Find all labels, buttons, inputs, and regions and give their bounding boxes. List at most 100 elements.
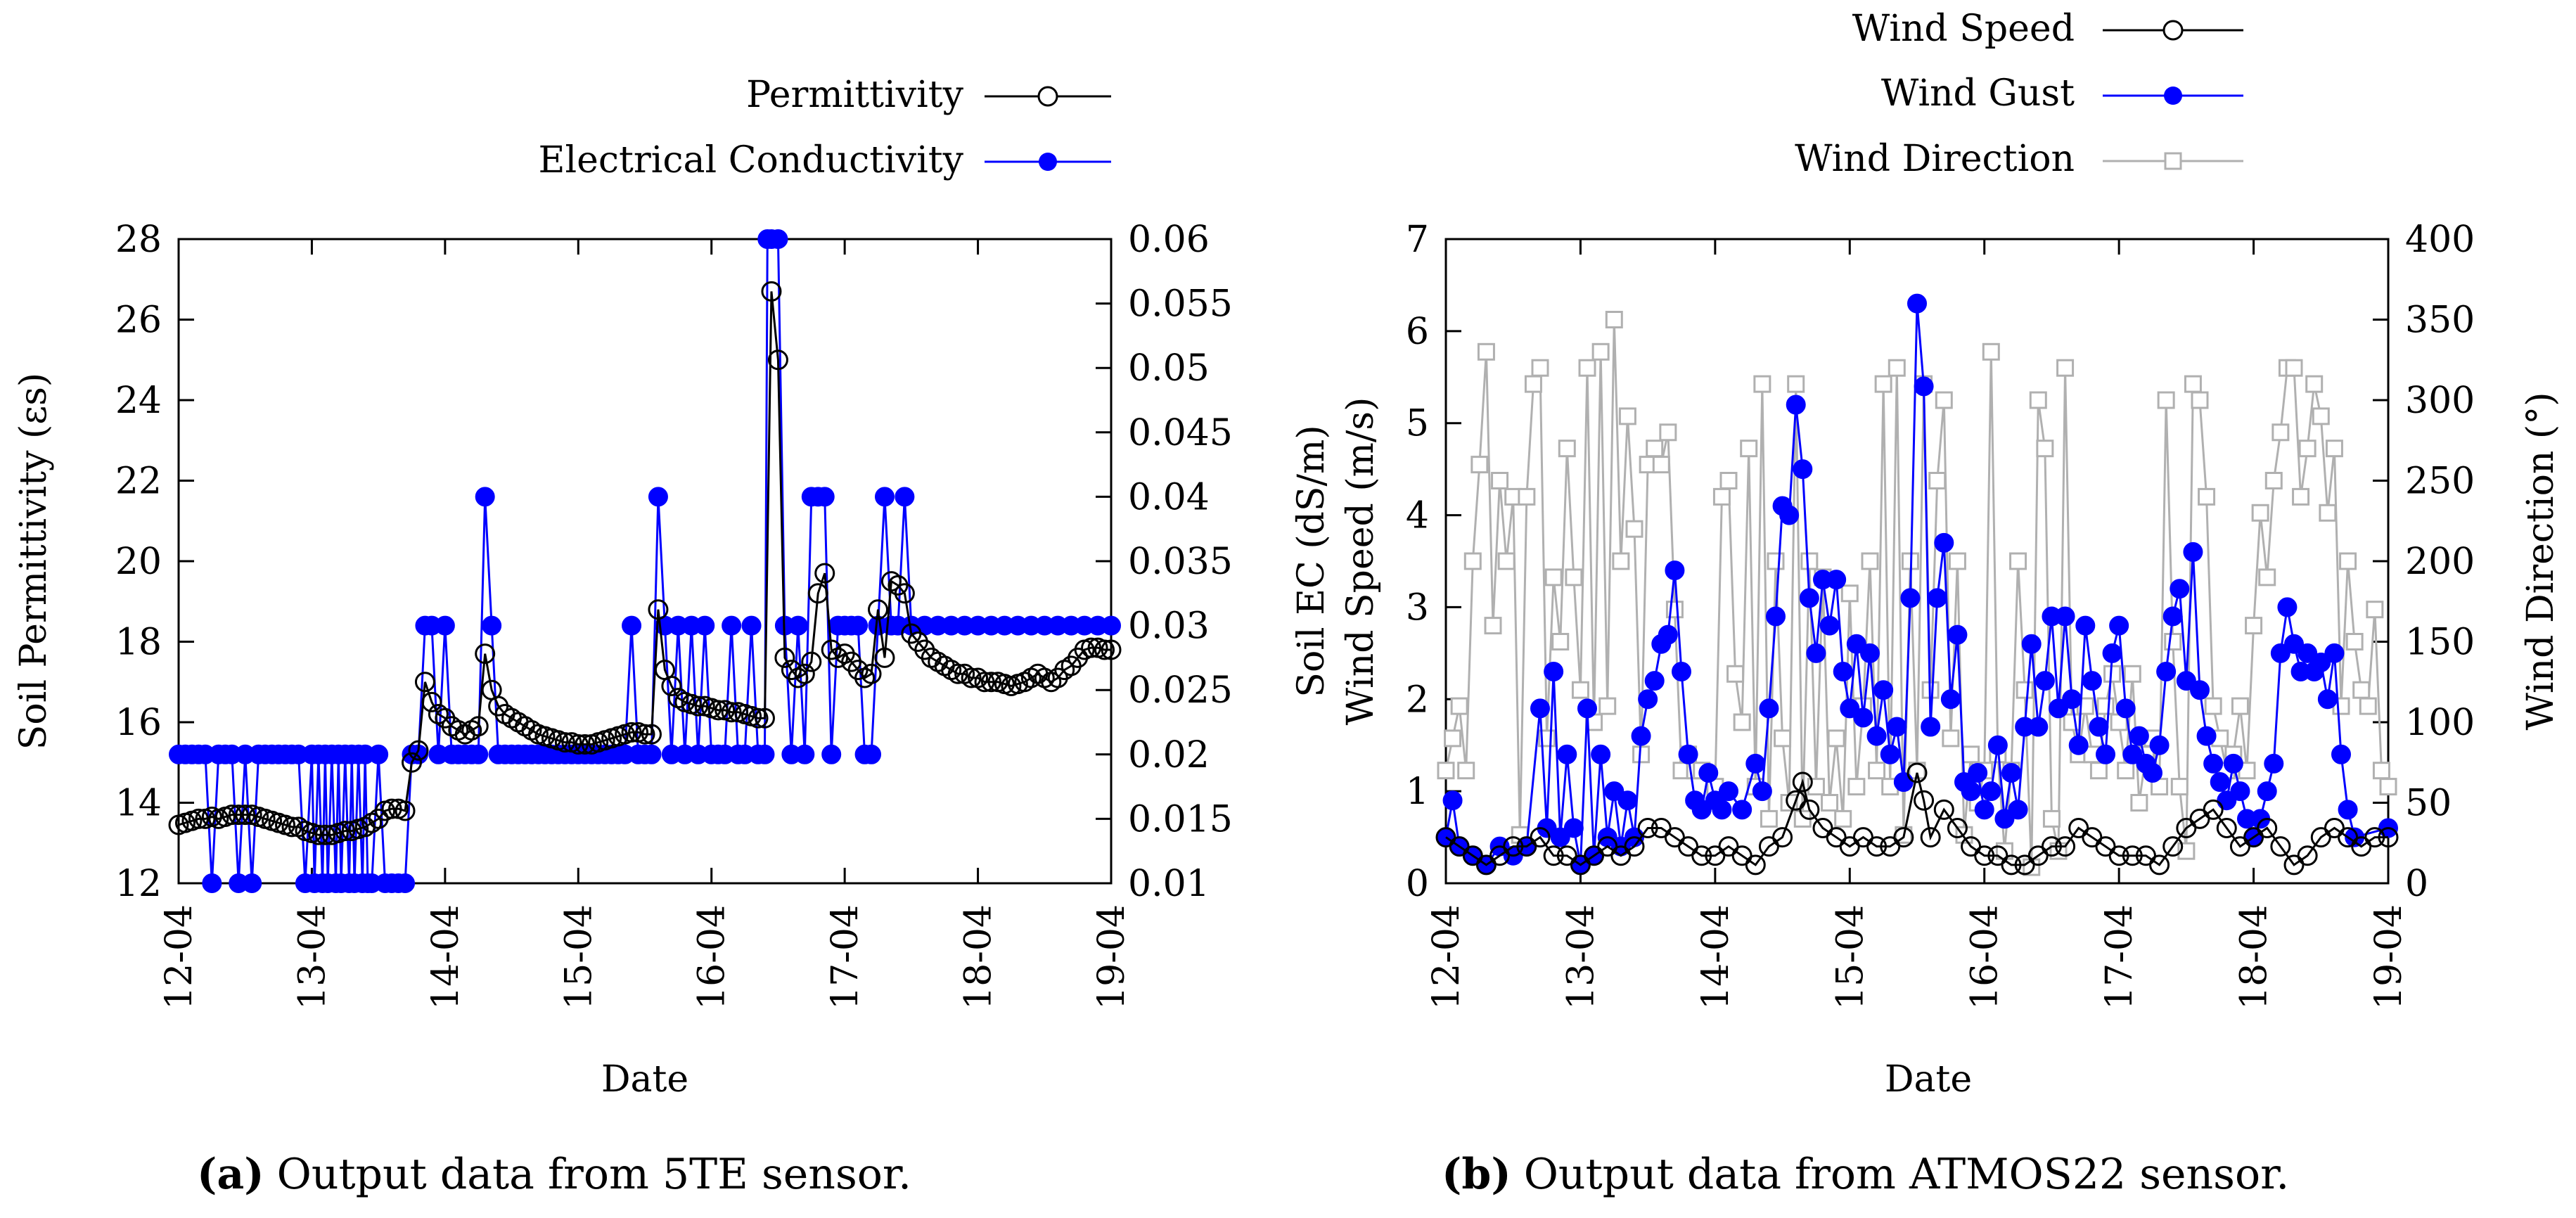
chart-b-point-wind-gust [2162, 606, 2183, 627]
chart-b-point-wind-gust [2008, 800, 2028, 820]
chart-b-point-wind-gust [1530, 698, 1550, 719]
chart-a-point-electrical-conductivity [475, 487, 495, 507]
chart-b-point-wind-direction [1477, 342, 1495, 361]
chart-a-point-electrical-conductivity [741, 615, 762, 636]
chart-b-caption-text: Output data from ATMOS22 sensor. [1524, 1150, 2290, 1199]
chart-b-point-wind-gust [2230, 781, 2250, 802]
chart-a-series-line-electrical-conductivity [179, 238, 1111, 885]
chart-a-point-permittivity [754, 707, 775, 729]
chart-b-point-wind-direction [1861, 552, 1879, 570]
chart-a-point-permittivity [621, 722, 642, 743]
chart-b-point-wind-gust [1846, 634, 1866, 654]
chart-b-point-wind-direction [2117, 762, 2135, 780]
chart-b-point-wind-direction [1437, 762, 1455, 780]
chart-b-point-wind-gust [1577, 698, 1597, 719]
chart-b-point-wind-gust [1544, 662, 1564, 682]
chart-b-point-wind-gust [2176, 671, 2196, 691]
chart-a-ylabel-right: Soil EC (dS/m) [1290, 425, 1333, 697]
chart-b-point-wind-gust [1759, 698, 1779, 719]
chart-a-point-electrical-conductivity [202, 873, 222, 893]
chart-a-point-permittivity [335, 821, 356, 842]
chart-b-point-wind-speed [2122, 845, 2143, 866]
chart-a-point-electrical-conductivity [641, 744, 662, 764]
chart-b-point-wind-direction [1646, 440, 1664, 458]
chart-b-point-wind-direction [2029, 391, 2047, 409]
chart-b-xtick-label: 15-04 [1829, 904, 1871, 1010]
chart-b-point-wind-gust [1994, 809, 2015, 829]
chart-b-ytick-left-label: 1 [1406, 771, 1429, 813]
chart-b-point-wind-gust [1766, 606, 1786, 627]
chart-b-ytick-left-label: 3 [1406, 586, 1429, 629]
chart-a-point-permittivity [554, 732, 575, 753]
chart-b-point-wind-gust [2203, 753, 2224, 774]
chart-b-point-wind-direction [1840, 584, 1859, 603]
chart-b-legend-marker-wind-direction [2164, 152, 2182, 170]
chart-b-ytick-right-label: 300 [2405, 380, 2475, 422]
chart-a-point-permittivity [575, 733, 596, 755]
chart-b-point-wind-gust [2324, 643, 2345, 663]
chart-a-point-electrical-conductivity [814, 487, 835, 507]
chart-b-xtick-label: 14-04 [1695, 904, 1737, 1010]
chart-b-point-wind-direction [1740, 440, 1758, 458]
chart-b-point-wind-speed [1503, 836, 1524, 857]
chart-a-xtick-label: 19-04 [1091, 904, 1133, 1010]
chart-a-ylabel-left: Soil Permittivity (εs) [13, 373, 55, 750]
chart-a-point-permittivity [861, 663, 882, 684]
chart-a-xlabel: Date [601, 1058, 688, 1101]
chart-b-point-wind-gust [2115, 698, 2136, 719]
chart-b-point-wind-direction [2366, 601, 2384, 619]
chart-a-point-electrical-conductivity [435, 615, 455, 636]
chart-a-point-electrical-conductivity [648, 487, 668, 507]
chart-b-point-wind-speed [2270, 836, 2291, 857]
chart-a-ytick-right-label: 0.025 [1128, 669, 1233, 712]
chart-b-point-wind-speed [1691, 845, 1712, 866]
chart-a-caption-text: Output data from 5TE sensor. [277, 1150, 911, 1199]
chart-b-point-wind-direction [1767, 552, 1785, 570]
chart-b-point-wind-direction [1652, 456, 1670, 474]
chart-b-point-wind-speed [1799, 799, 1820, 820]
chart-b-point-wind-gust [1658, 624, 1678, 645]
chart-b-point-wind-gust [1719, 781, 1738, 802]
chart-b-point-wind-gust [2021, 634, 2042, 654]
chart-b-xtick-label: 16-04 [1964, 904, 2006, 1010]
chart-a-point-permittivity [767, 350, 788, 371]
chart-b-point-wind-speed [1792, 771, 1813, 793]
chart-b-point-wind-gust [2034, 671, 2055, 691]
chart-b-point-wind-direction [2379, 778, 2397, 796]
chart-a-point-permittivity [235, 804, 256, 826]
chart-a-ytick-right-label: 0.01 [1128, 863, 1210, 905]
chart-b-point-wind-gust [1617, 790, 1638, 811]
chart-b-point-wind-speed [2364, 827, 2385, 848]
chart-b-point-wind-direction [1463, 552, 1482, 570]
chart-b-xtick-label: 13-04 [1560, 904, 1602, 1010]
chart-b-point-wind-gust [2264, 753, 2284, 774]
chart-a-point-electrical-conductivity [874, 487, 895, 507]
chart-b-point-wind-gust [1793, 459, 1813, 480]
chart-b-point-wind-direction [2157, 391, 2175, 409]
chart-b-point-wind-gust [1860, 643, 1880, 663]
chart-b-point-wind-gust [1968, 762, 1988, 783]
chart-b-point-wind-speed [2055, 836, 2076, 857]
chart-a-point-permittivity [874, 647, 895, 668]
chart-b-point-wind-gust [1745, 753, 1766, 774]
chart-b-point-wind-gust [1819, 615, 1840, 636]
chart-b-point-wind-gust [2096, 744, 2115, 764]
chart-b-point-wind-speed [1907, 762, 1928, 783]
chart-b-ytick-left-label: 4 [1406, 495, 1429, 537]
chart-b-point-wind-gust [2143, 762, 2162, 783]
chart-a-ytick-right-label: 0.055 [1128, 283, 1233, 326]
chart-a-marks: 12 14 16 18 20 22 24 26 28 0.01 0.015 0.02 0.025 0.03… [115, 86, 1233, 1010]
chart-b-point-wind-gust [2089, 717, 2109, 737]
chart-b-ylabel-left: Wind Speed (m/s) [1340, 397, 1382, 726]
chart-b-point-wind-direction [1753, 375, 1771, 393]
chart-a-point-electrical-conductivity [1101, 615, 1121, 636]
chart-b-point-wind-gust [2284, 634, 2304, 654]
chart-b-point-wind-gust [2223, 753, 2243, 774]
chart-a-point-permittivity [634, 724, 655, 745]
chart-b-point-wind-direction [1531, 359, 1549, 377]
chart-b-point-wind-gust [1644, 671, 1665, 691]
chart-b-point-wind-gust [1557, 744, 1577, 764]
chart-a-xtick-label: 18-04 [958, 904, 1000, 1010]
chart-a-xtick-label: 16-04 [691, 904, 733, 1010]
chart-b-ytick-right-label: 250 [2405, 461, 2475, 503]
